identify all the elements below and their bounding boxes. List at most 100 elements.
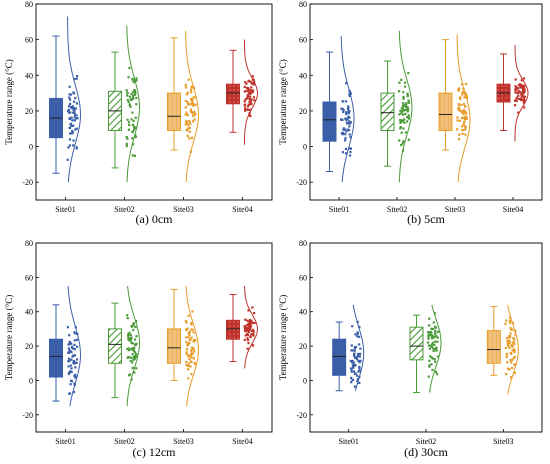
data-point [464,133,467,136]
data-point [68,371,72,374]
data-point [350,369,353,372]
data-point [508,319,512,322]
data-point [132,328,135,332]
data-point [185,111,188,114]
data-point [436,373,439,376]
data-point [456,116,459,119]
data-point [514,85,517,88]
data-point [435,335,438,338]
data-point [76,332,79,336]
data-point [130,118,133,121]
data-point [71,129,74,133]
data-point [344,147,348,151]
data-point [434,348,438,351]
data-point [68,96,71,99]
data-point [436,355,439,358]
data-point [513,338,516,341]
data-point [66,158,69,161]
data-point [344,128,347,131]
y-tick-label: 60 [299,36,307,45]
data-point [356,378,359,381]
data-point [70,124,73,128]
data-point [132,119,135,122]
data-point [130,378,133,381]
data-point [184,113,187,116]
data-point [351,325,354,328]
box-Site02 [380,92,395,132]
data-point [345,111,348,114]
data-point [71,124,74,127]
data-point [129,105,132,108]
data-point [187,377,190,380]
data-point [188,126,191,129]
data-point [131,130,135,133]
box-Site03 [438,92,453,132]
data-point [514,88,517,91]
data-point [251,330,254,333]
data-point [460,103,463,106]
data-point [69,383,72,386]
data-point [400,131,403,134]
data-point [510,328,513,331]
data-point [128,374,131,377]
data-point [126,314,129,317]
data-point [188,137,191,140]
data-point [350,349,353,352]
raincloud-Site03 [486,304,519,395]
data-point [247,330,250,333]
data-point [506,342,509,345]
data-point [521,89,524,92]
data-point [348,121,351,124]
panel-caption: (c) 12cm [133,445,177,459]
raincloud-Site02 [409,304,442,393]
data-point [70,116,73,119]
data-point [133,128,136,131]
data-point [73,111,76,114]
data-point [68,334,71,337]
y-tick-label: 40 [25,308,33,317]
data-point [253,81,256,84]
raincloud-Site03 [167,285,200,407]
data-point [398,90,401,93]
data-point [193,339,196,342]
data-point [70,106,73,109]
data-point [428,331,431,334]
data-point [406,120,409,123]
data-point [193,118,196,121]
data-point [188,120,191,123]
data-point [464,115,467,118]
data-point [129,339,132,342]
data-point [191,99,194,102]
data-point [185,360,188,364]
data-point [189,150,192,153]
data-point [184,123,187,126]
data-point [190,97,193,101]
y-tick-label: 0 [29,376,33,385]
data-point [514,329,517,333]
data-point [399,109,402,113]
data-point [510,361,513,364]
data-point [187,120,190,123]
data-point [185,364,188,367]
data-point [457,103,460,106]
data-point [432,321,435,324]
y-tick-label: 0 [303,143,307,152]
data-point [69,132,72,135]
density-curve [126,285,141,407]
data-point [428,317,431,320]
data-point [246,105,249,108]
data-point [68,117,71,120]
data-point [250,102,253,106]
data-point [348,147,351,150]
data-point [190,322,193,325]
data-point [252,334,255,337]
data-point [344,137,347,140]
data-point [508,335,511,338]
density-curve [185,285,200,407]
data-point [184,320,187,323]
data-point [514,99,517,102]
data-point [247,88,251,91]
data-point [248,318,252,322]
data-point [348,120,351,123]
box-Site04 [226,319,240,340]
